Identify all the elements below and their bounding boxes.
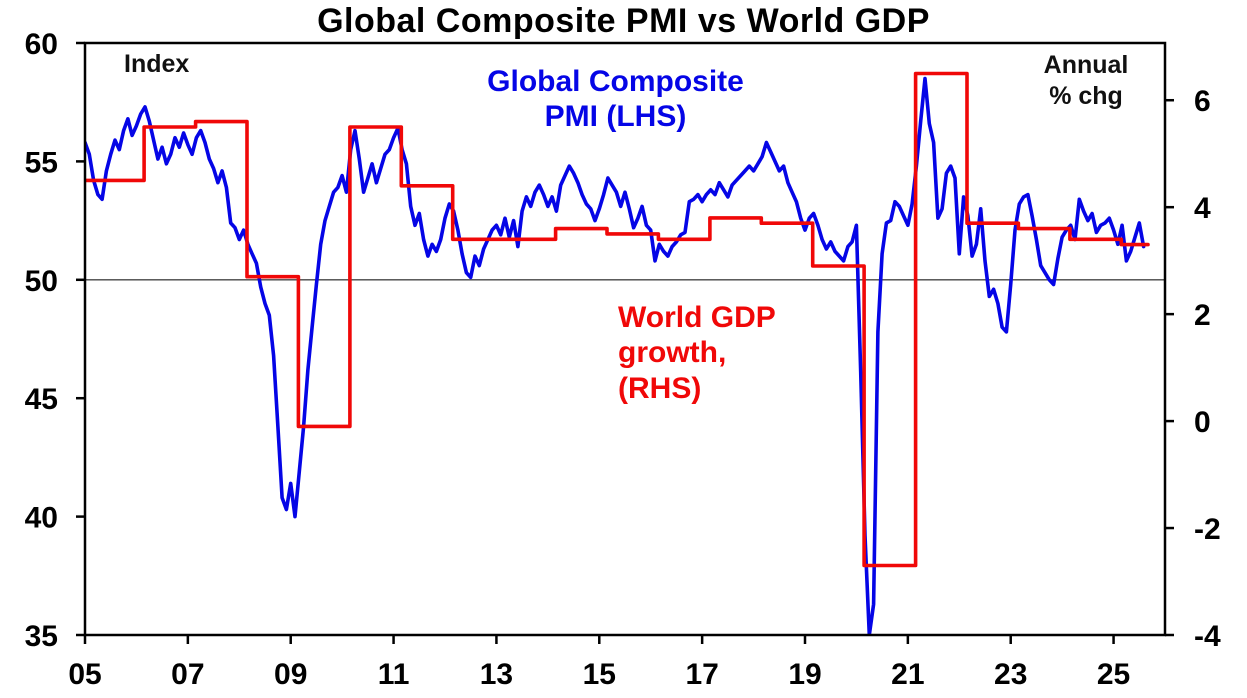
right-axis-tick-label: 2 xyxy=(1194,299,1211,332)
gdp-series-label-line3: (RHS) xyxy=(618,371,702,405)
left-axis-tick-label: 50 xyxy=(25,265,58,298)
x-axis-tick-label: 11 xyxy=(378,658,410,691)
x-axis-tick-label: 25 xyxy=(1097,658,1130,691)
gdp-series-label: World GDP growth, (RHS) xyxy=(618,300,776,406)
x-axis-tick-label: 05 xyxy=(68,658,101,691)
pmi-series-label: Global Composite PMI (LHS) xyxy=(418,64,813,135)
right-axis-tick-label: 6 xyxy=(1194,85,1211,118)
plot-border xyxy=(83,41,1167,637)
x-axis-tick-label: 13 xyxy=(480,658,513,691)
chart-title: Global Composite PMI vs World GDP xyxy=(317,2,930,40)
left-axis-tick-label: 55 xyxy=(25,146,58,179)
right-axis-tick-label: -4 xyxy=(1194,620,1221,653)
gdp-line xyxy=(85,71,1150,568)
pmi-line xyxy=(85,76,1146,635)
left-axis-tick-label: 35 xyxy=(25,620,58,653)
right-axis-unit-label: Annual % chg xyxy=(1002,50,1170,113)
pmi-series-label-line1: Global Composite xyxy=(487,65,744,98)
left-axis-tick-label: 40 xyxy=(25,502,58,535)
left-axis-unit-label: Index xyxy=(124,50,190,78)
gdp-series-label-line1: World GDP xyxy=(618,301,776,334)
right-axis-unit-line1: Annual xyxy=(1043,51,1129,79)
x-axis-tick-label: 07 xyxy=(171,658,204,691)
x-axis-tick-label: 23 xyxy=(994,658,1027,691)
left-axis-tick-label: 45 xyxy=(25,383,58,416)
x-axis-tick-label: 15 xyxy=(583,658,616,691)
right-axis-tick-label: 0 xyxy=(1194,406,1211,439)
x-axis-tick-label: 09 xyxy=(274,658,307,691)
right-axis-unit-line2: % chg xyxy=(1049,82,1123,111)
x-axis-tick-label: 17 xyxy=(685,658,718,691)
left-axis-tick-label: 60 xyxy=(25,28,58,61)
right-axis-tick-label: 4 xyxy=(1194,192,1211,225)
pmi-series-label-line2: PMI (LHS) xyxy=(544,100,687,134)
x-axis-tick-label: 19 xyxy=(788,658,821,691)
right-axis-tick-label: -2 xyxy=(1194,513,1221,546)
gdp-series-label-line2: growth, xyxy=(618,336,727,370)
x-axis-tick-label: 21 xyxy=(891,658,924,691)
